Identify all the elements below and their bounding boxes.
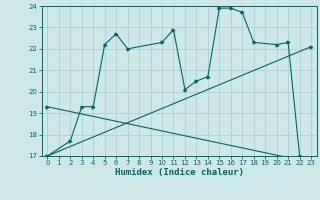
X-axis label: Humidex (Indice chaleur): Humidex (Indice chaleur) <box>115 168 244 177</box>
